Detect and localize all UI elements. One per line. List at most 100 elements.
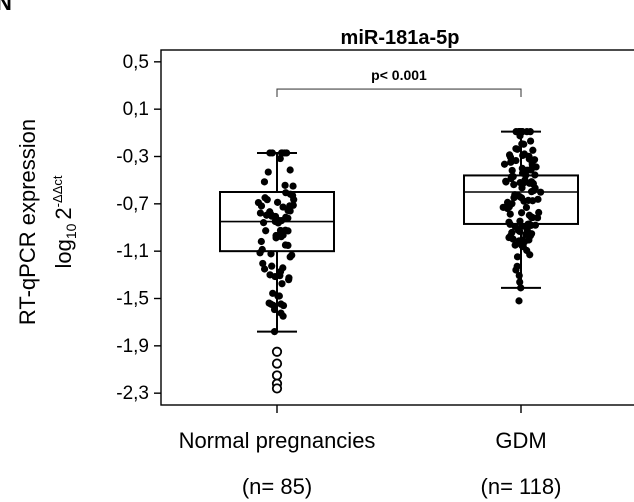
data-point <box>508 166 516 175</box>
data-point <box>281 241 290 249</box>
data-point <box>272 232 281 240</box>
data-point <box>525 155 533 163</box>
data-point <box>516 128 524 136</box>
data-point <box>268 149 276 157</box>
data-point <box>520 140 528 148</box>
data-point <box>257 237 265 246</box>
data-point <box>530 156 539 164</box>
data-point <box>527 213 536 221</box>
data-point <box>277 267 285 276</box>
data-point <box>263 196 271 204</box>
data-point <box>259 259 267 268</box>
sample-size-label: (n= 85) <box>242 474 312 499</box>
data-point <box>268 262 276 270</box>
data-point <box>532 163 540 171</box>
data-point <box>273 198 282 206</box>
data-point <box>277 149 286 157</box>
data-point <box>537 188 545 196</box>
significance-bracket: p< 0.001 <box>276 67 522 98</box>
y-tick-label: -0,7 <box>116 194 149 215</box>
chart-title: miR-181a-5p <box>341 27 460 49</box>
y-axis-unit-number: 2 <box>51 207 76 219</box>
data-point <box>508 200 516 208</box>
data-point <box>515 297 523 305</box>
data-point <box>281 181 289 189</box>
x-category-label: GDM <box>495 428 546 453</box>
data-point <box>284 227 292 235</box>
data-point <box>286 166 294 174</box>
data-point <box>530 187 538 195</box>
data-point <box>286 253 294 261</box>
data-point <box>500 160 509 168</box>
y-axis: 0,5 0,1 -0,3 -0,7 -1,1 -1,5 -1,9 -2,3 <box>116 52 161 404</box>
data-point <box>524 220 532 228</box>
data-point <box>502 178 510 186</box>
data-point <box>284 214 292 222</box>
data-point <box>507 175 515 183</box>
data-point <box>529 146 537 154</box>
y-axis-unit-subscript: 10 <box>63 223 79 239</box>
data-point <box>521 176 529 184</box>
data-point <box>522 230 530 239</box>
data-point <box>262 227 270 235</box>
y-axis-unit-superscript: -ΔΔct <box>50 175 65 207</box>
data-point <box>257 202 266 210</box>
data-point <box>270 328 279 336</box>
data-point <box>269 289 277 297</box>
data-point <box>513 262 521 270</box>
y-tick-label: -0,3 <box>116 147 149 168</box>
data-point <box>527 230 536 238</box>
y-tick-label: -1,9 <box>116 336 149 357</box>
data-point <box>517 284 525 292</box>
data-point <box>516 227 524 235</box>
data-point <box>278 280 286 288</box>
plot-frame <box>160 49 634 406</box>
data-point <box>285 276 293 284</box>
data-point <box>524 196 532 205</box>
data-point <box>531 221 540 229</box>
x-category-label: Normal pregnancies <box>179 428 376 453</box>
data-point <box>506 153 515 161</box>
data-point <box>260 178 269 186</box>
data-point <box>289 182 297 190</box>
x-axis: Normal pregnancies (n= 85) GDM (n= 118) <box>179 405 562 499</box>
significance-line <box>276 88 522 98</box>
data-point <box>527 178 536 186</box>
data-point <box>269 301 277 309</box>
data-point <box>279 203 287 211</box>
y-axis-unit: log10 2-ΔΔct <box>50 175 79 268</box>
data-point <box>533 214 542 222</box>
data-point <box>516 278 524 286</box>
y-axis-unit-base: log <box>51 239 76 268</box>
data-point <box>531 171 539 179</box>
data-point <box>256 249 264 257</box>
data-point <box>290 196 298 204</box>
data-point <box>282 189 290 197</box>
data-point <box>509 235 517 243</box>
outlier-point <box>271 370 283 381</box>
data-point <box>513 253 522 261</box>
data-point <box>279 312 287 320</box>
significance-label: p< 0.001 <box>371 67 427 83</box>
y-tick-label: 0,1 <box>123 99 149 120</box>
data-point <box>526 137 535 145</box>
data-point <box>515 237 523 245</box>
outlier-point <box>271 358 283 369</box>
data-point <box>517 209 526 217</box>
panel-letter: N <box>0 0 12 15</box>
y-axis-label: RT-qPCR expression <box>15 119 40 325</box>
data-point <box>279 231 287 239</box>
y-tick-label: -1,1 <box>116 241 149 262</box>
sample-size-label: (n= 118) <box>481 474 562 499</box>
data-point <box>521 167 529 175</box>
data-point <box>262 211 271 219</box>
y-tick-label: 0,5 <box>123 52 149 73</box>
data-point <box>515 271 523 280</box>
data-point <box>511 191 519 199</box>
data-point <box>259 219 268 227</box>
data-point <box>510 181 518 189</box>
data-point <box>266 271 274 279</box>
data-point <box>277 300 285 308</box>
y-tick-label: -1,5 <box>116 289 149 310</box>
data-point <box>507 158 515 166</box>
